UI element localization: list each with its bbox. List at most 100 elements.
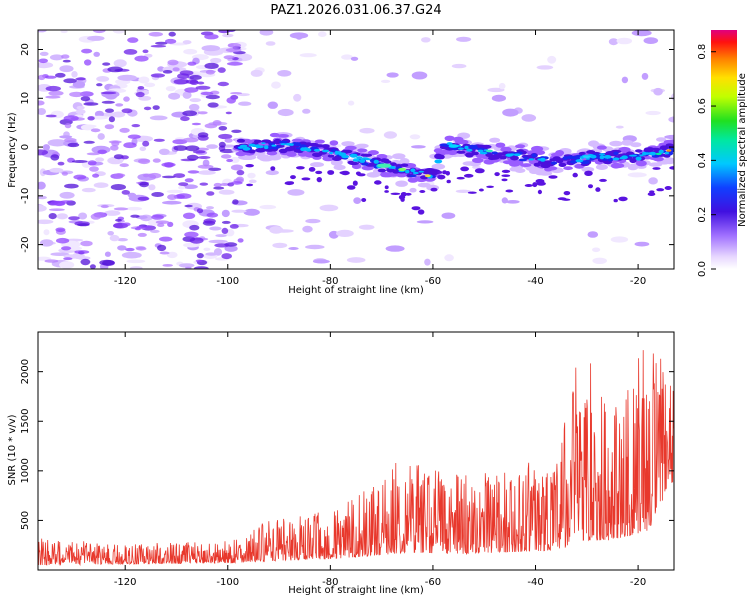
ridge-blob [280,143,287,146]
ridge-blob [444,135,455,141]
ridge-blob [374,180,382,185]
ridge-blob [411,206,421,211]
spectral-blob [187,170,200,174]
ridge-blob [246,183,254,187]
spectral-blob [221,227,229,234]
ridge-blob [363,153,373,157]
spectral-blob [358,224,375,230]
spectral-blob [47,139,68,147]
colorbar: 0.0 0.2 0.4 0.6 0.8 Normalized spectral ampl… [697,30,748,277]
spectral-blob [265,41,276,46]
spectrogram-plot [38,30,674,269]
spectral-blob [135,246,147,251]
spectral-blob [71,160,88,163]
spectral-blob [231,129,242,133]
spectral-blob [668,116,674,123]
spectral-blob [99,259,115,266]
spectral-blob [271,81,281,89]
spectral-blob [115,218,122,222]
ridge-blob [659,145,669,151]
ridge-blob [376,154,388,159]
ridge-peak [377,163,392,168]
ridge-blob [352,180,358,186]
ridge-blob [359,158,366,163]
spectral-blob [631,30,652,37]
spectral-blob [87,160,97,166]
spectral-blob [166,251,178,259]
spectral-blob [491,94,506,102]
spectral-blob [547,55,557,64]
spectral-blob [62,59,71,63]
spectral-blob [64,138,77,143]
spectral-blob [167,221,174,227]
spectral-blob [230,164,244,171]
ridge-blob [528,158,535,161]
spectral-blob [143,106,152,111]
spectral-blob [227,43,242,48]
spectral-blob [100,91,117,95]
ridge-blob [539,157,546,162]
ridge-blob [478,188,484,192]
spectral-blob [226,61,243,66]
spectral-blob [117,74,137,81]
spectral-blob [610,236,629,243]
colorbar-label: Normalized spectral amplitude [737,73,748,227]
ridge-blob [291,138,303,143]
spectral-blob [218,189,235,195]
spectral-blob [441,212,456,219]
ridge-blob [346,185,356,190]
ridge-blob [349,153,358,158]
spectral-blob [104,124,115,130]
ridge-blob [481,144,492,149]
ridge-blob [523,156,529,159]
spectral-blob [621,76,629,84]
ridge-blob [437,154,445,160]
spectral-blob [57,161,65,166]
spectral-blob [212,120,222,126]
spectral-blob [206,212,219,218]
spectral-blob [56,213,68,220]
spectral-blob [189,224,200,231]
ridge-blob [284,181,294,186]
spectral-blob [203,218,216,224]
ridge-blob [537,189,543,195]
ridge-blob [315,170,323,175]
ridge-peak [424,174,431,178]
spectral-blob [188,103,200,111]
spectral-blob [184,231,199,238]
spectral-blob [213,182,222,188]
ridge-blob [595,164,608,171]
ridge-blob [489,137,501,143]
spectral-blob [346,257,366,263]
spectral-blob [97,149,107,155]
spectral-blob [196,208,204,214]
ridge-peak [485,149,493,153]
spectral-blob [83,140,95,144]
ridge-blob [550,161,558,165]
spectral-blob [183,48,198,55]
spectral-blob [50,200,66,206]
spectral-blob [409,187,417,193]
y-tick-label: 2000 [20,359,31,384]
spectral-blob [648,177,658,185]
ridge-blob [253,139,262,143]
spectral-blob [411,145,426,149]
spectral-blob [195,85,211,90]
spectral-blob [158,148,170,155]
spectral-blob [50,252,70,256]
spectral-blob [68,216,80,221]
ridge-blob [248,149,256,154]
spectral-blob [232,199,239,205]
ridge-blob [669,166,674,170]
ridge-blob [361,198,367,202]
spectral-blob [182,40,192,45]
spectral-blob [592,257,607,264]
spectral-blob [86,152,100,156]
ridge-blob [293,142,301,147]
ridge-blob [321,144,330,149]
spectral-blob [50,154,60,161]
ridge-blob [390,166,396,169]
spectral-blob [645,110,661,116]
ridge-blob [630,142,642,148]
ridge-blob [618,196,628,202]
